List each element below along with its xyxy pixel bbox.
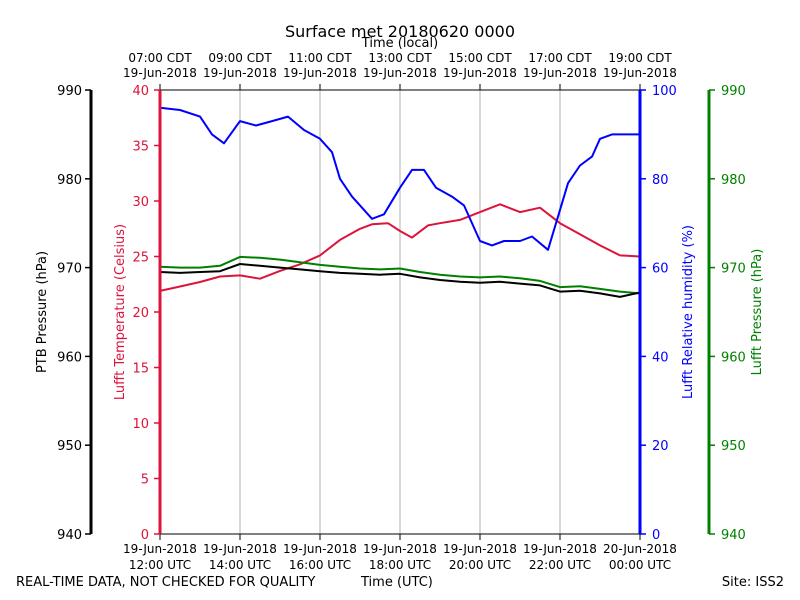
y-tick-label-temp: 35 (132, 140, 149, 155)
x-tick-label-time: 22:00 UTC (529, 558, 591, 572)
top-tick-label-date: 19-Jun-2018 (603, 66, 677, 80)
y-tick-label-temp: 25 (132, 251, 149, 266)
series-line-rh (159, 106, 640, 251)
y-tick-label-lp: 980 (721, 173, 746, 188)
y-tick-label-temp: 10 (132, 417, 149, 432)
series-line-temp (159, 203, 641, 292)
series-line-ptb (159, 263, 641, 298)
axes-group: 19-Jun-2018 12:00 UTC 19-Jun-2018 14:00 UTC… (35, 51, 765, 572)
y-tick-label-ptb: 950 (57, 439, 82, 454)
x-tick-label-time: 00:00 UTC (609, 558, 671, 572)
quality-disclaimer: REAL-TIME DATA, NOT CHECKED FOR QUALITY (16, 575, 316, 590)
y-tick-label-temp: 15 (132, 362, 149, 377)
y-tick-label-lp: 990 (721, 84, 746, 99)
y-tick-label-lp: 970 (721, 262, 746, 277)
top-tick-label-time: 07:00 CDT (128, 51, 192, 65)
y-tick-label-ptb: 980 (57, 173, 82, 188)
x-tick-label-date: 19-Jun-2018 (363, 542, 437, 556)
x-tick-label-time: 14:00 UTC (209, 558, 271, 572)
chart-title: Surface met 20180620 0000 (285, 22, 515, 41)
y-tick-label-temp: 20 (132, 306, 149, 321)
y-tick-label-rh: 20 (652, 439, 669, 454)
top-tick-label-time: 17:00 CDT (528, 51, 592, 65)
y-axis-title-rh: Lufft Relative humidity (%) (681, 225, 696, 399)
x-tick-label-time: 20:00 UTC (449, 558, 511, 572)
top-tick-label-time: 11:00 CDT (288, 51, 352, 65)
y-axis-title-ptb: PTB Pressure (hPa) (35, 251, 50, 373)
y-tick-label-rh: 40 (652, 350, 669, 365)
x-tick-label-date: 19-Jun-2018 (123, 542, 197, 556)
y-tick-label-rh: 60 (652, 262, 669, 277)
site-label: Site: ISS2 (721, 575, 784, 590)
x-tick-label-date: 19-Jun-2018 (443, 542, 517, 556)
y-axis-title-temp: Lufft Temperature (Celsius) (113, 224, 128, 400)
y-tick-label-lp: 950 (721, 439, 746, 454)
y-tick-label-temp: 40 (132, 84, 149, 99)
top-tick-label-time: 19:00 CDT (608, 51, 672, 65)
top-tick-label-time: 13:00 CDT (368, 51, 432, 65)
top-tick-label-date: 19-Jun-2018 (283, 66, 357, 80)
y-tick-label-ptb: 970 (57, 262, 82, 277)
y-tick-label-lp: 940 (721, 528, 746, 543)
x-tick-label-date: 20-Jun-2018 (603, 542, 677, 556)
y-axis-title-lp: Lufft Pressure (hPa) (750, 249, 765, 376)
x-tick-label-date: 19-Jun-2018 (203, 542, 277, 556)
y-tick-label-rh: 100 (652, 84, 677, 99)
x-axis-label: Time (UTC) (361, 575, 433, 590)
top-tick-label-date: 19-Jun-2018 (203, 66, 277, 80)
top-tick-label-date: 19-Jun-2018 (363, 66, 437, 80)
series-group (159, 106, 641, 298)
grid (239, 90, 561, 534)
x-tick-label-date: 19-Jun-2018 (523, 542, 597, 556)
y-tick-label-rh: 0 (652, 528, 660, 543)
y-tick-label-rh: 80 (652, 173, 669, 188)
top-tick-label-time: 09:00 CDT (208, 51, 272, 65)
top-tick-label-time: 15:00 CDT (448, 51, 512, 65)
top-tick-label-date: 19-Jun-2018 (443, 66, 517, 80)
top-tick-label-date: 19-Jun-2018 (523, 66, 597, 80)
y-tick-label-temp: 30 (132, 195, 149, 210)
x-tick-label-time: 18:00 UTC (369, 558, 431, 572)
x-tick-label-time: 16:00 UTC (289, 558, 351, 572)
x-tick-label-time: 12:00 UTC (129, 558, 191, 572)
y-tick-label-ptb: 960 (57, 350, 82, 365)
y-tick-label-ptb: 940 (57, 528, 82, 543)
y-tick-label-ptb: 990 (57, 84, 82, 99)
y-tick-label-lp: 960 (721, 350, 746, 365)
y-tick-label-temp: 0 (141, 528, 149, 543)
top-tick-label-date: 19-Jun-2018 (123, 66, 197, 80)
top-axis-label: Time (local) (361, 36, 438, 51)
series-line-lp (159, 255, 641, 295)
x-tick-label-date: 19-Jun-2018 (283, 542, 357, 556)
y-tick-label-temp: 5 (141, 473, 149, 488)
